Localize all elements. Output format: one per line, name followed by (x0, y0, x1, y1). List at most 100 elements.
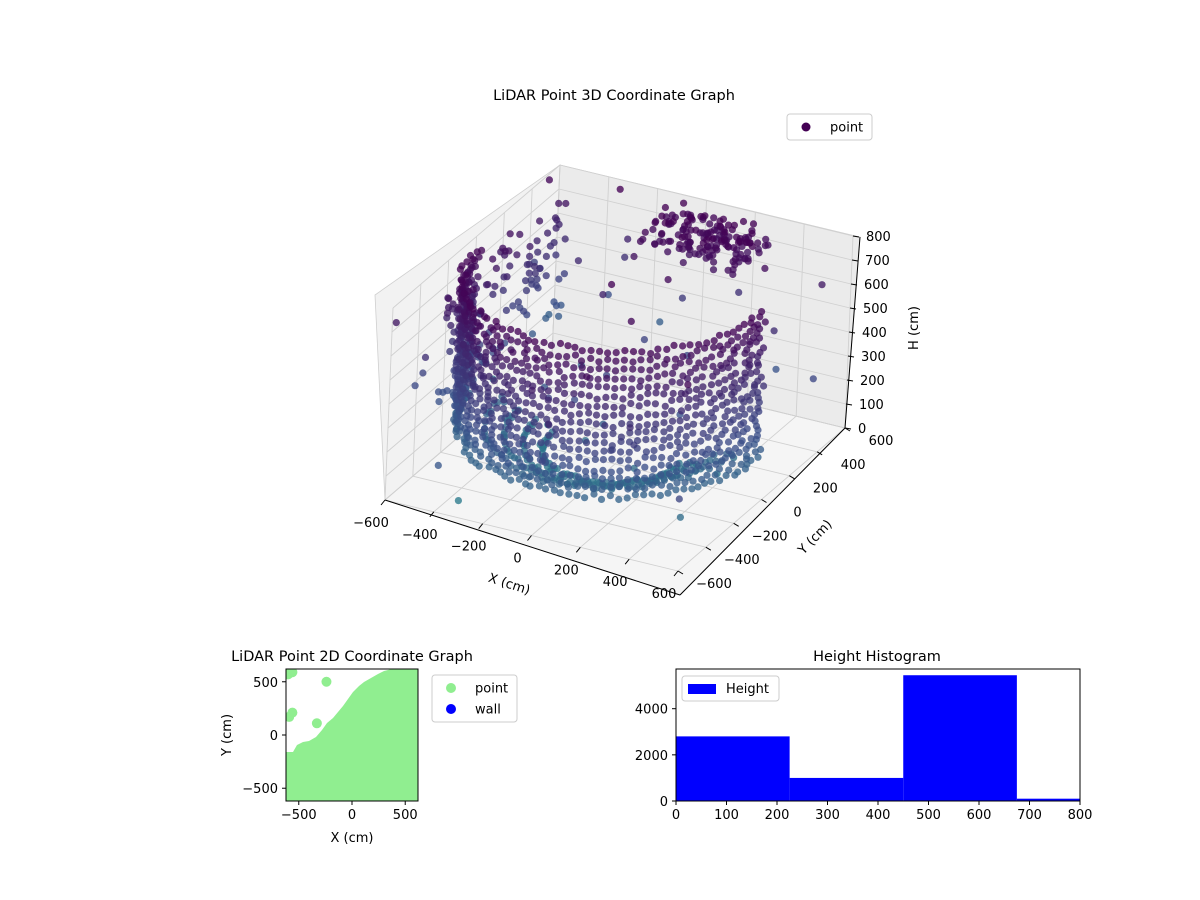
2d-scatter-plot: LiDAR Point 2D Coordinate Graph −500 0 500… (220, 649, 518, 846)
lidar-point (703, 339, 711, 347)
lidar-point (533, 372, 541, 380)
lidar-point (484, 393, 492, 401)
lidar-point (545, 176, 554, 184)
lidar-point (620, 365, 628, 373)
lidar-point (480, 406, 488, 415)
z-tick-mark (849, 307, 857, 310)
lidar-point (503, 373, 511, 381)
lidar-point (506, 440, 514, 448)
lidar-point (543, 476, 551, 484)
lidar-point (600, 439, 608, 447)
lidar-point (729, 266, 737, 274)
lidar-point (629, 348, 638, 356)
lidar-point (650, 465, 658, 473)
lidar-point (496, 372, 504, 380)
lidar-point (641, 463, 649, 471)
lidar-point (637, 377, 645, 385)
2d-legend-marker-point (446, 683, 456, 693)
lidar-point (668, 211, 676, 219)
lidar-point (730, 396, 738, 404)
lidar-point (607, 475, 615, 483)
grid-back-h (558, 188, 853, 261)
x-tick-label: 600 (652, 587, 677, 602)
lidar-point (681, 390, 689, 398)
lidar-point (506, 230, 514, 238)
lidar-point (592, 420, 600, 428)
lidar-point (664, 276, 672, 284)
histogram-x-tick-label: 400 (866, 808, 891, 823)
lidar-point (691, 250, 699, 258)
lidar-point (566, 462, 574, 470)
lidar-point (611, 367, 620, 375)
lidar-point (676, 513, 685, 521)
lidar-point (657, 471, 665, 479)
lidar-point (616, 185, 624, 193)
lidar-point (662, 383, 670, 391)
lidar-point (582, 439, 591, 447)
lidar-point (526, 448, 535, 456)
lidar-point (474, 273, 482, 281)
lidar-point (525, 269, 533, 277)
lidar-point (737, 460, 745, 468)
lidar-point (649, 454, 657, 462)
lidar-point (742, 238, 750, 247)
lidar-point (603, 365, 611, 373)
lidar-point (698, 448, 706, 456)
lidar-point (692, 411, 700, 419)
lidar-point (728, 383, 736, 391)
grid-left-h (392, 164, 561, 309)
lidar-point (726, 418, 734, 426)
lidar-point (594, 383, 602, 391)
lidar-point (511, 357, 519, 365)
lidar-point (519, 435, 527, 443)
lidar-point (475, 385, 484, 393)
lidar-point (634, 428, 642, 436)
lidar-point (735, 324, 743, 332)
lidar-point (570, 364, 578, 372)
lidar-point (728, 460, 736, 468)
lidar-point (725, 466, 733, 474)
lidar-point (676, 425, 684, 434)
2d-y-axis-label: Y (cm) (220, 714, 235, 757)
lidar-point (453, 433, 461, 441)
lidar-point (533, 475, 542, 483)
lidar-point (575, 453, 583, 461)
lidar-point (488, 337, 497, 346)
z-tick-label: 400 (862, 326, 887, 341)
lidar-point (593, 402, 601, 411)
height-histogram: Height Histogram 0 100 200 300 400 500 600 700 8… (635, 649, 1093, 823)
lidar-point (507, 476, 515, 484)
lidar-point (676, 395, 684, 403)
lidar-point (752, 422, 761, 430)
lidar-point (493, 332, 501, 340)
3d-legend-label-point: point (830, 121, 863, 136)
lidar-point (734, 333, 742, 341)
lidar-point (617, 448, 625, 456)
lidar-point (519, 332, 528, 340)
lidar-point (661, 219, 669, 227)
lidar-point (564, 483, 573, 491)
lidar-point (419, 369, 427, 377)
lidar-point (749, 389, 757, 397)
lidar-point (458, 283, 466, 291)
lidar-point (578, 347, 586, 355)
lidar-point (751, 381, 759, 389)
lidar-point (606, 492, 615, 500)
lidar-point (476, 395, 484, 403)
lidar-point (528, 386, 536, 394)
lidar-point (545, 378, 553, 386)
lidar-point (607, 468, 615, 476)
lidar-point (635, 423, 643, 431)
histogram-legend: Height (681, 675, 780, 702)
lidar-point (583, 447, 591, 455)
lidar-point (609, 423, 617, 432)
lidar-point (564, 342, 572, 350)
lidar-point (658, 453, 666, 462)
lidar-point (630, 252, 638, 261)
lidar-point (546, 242, 555, 250)
y-tick-label: 600 (869, 434, 894, 449)
lidar-point (748, 242, 756, 251)
lidar-point (728, 390, 736, 399)
lidar-point (627, 317, 635, 325)
lidar-point (497, 415, 505, 423)
